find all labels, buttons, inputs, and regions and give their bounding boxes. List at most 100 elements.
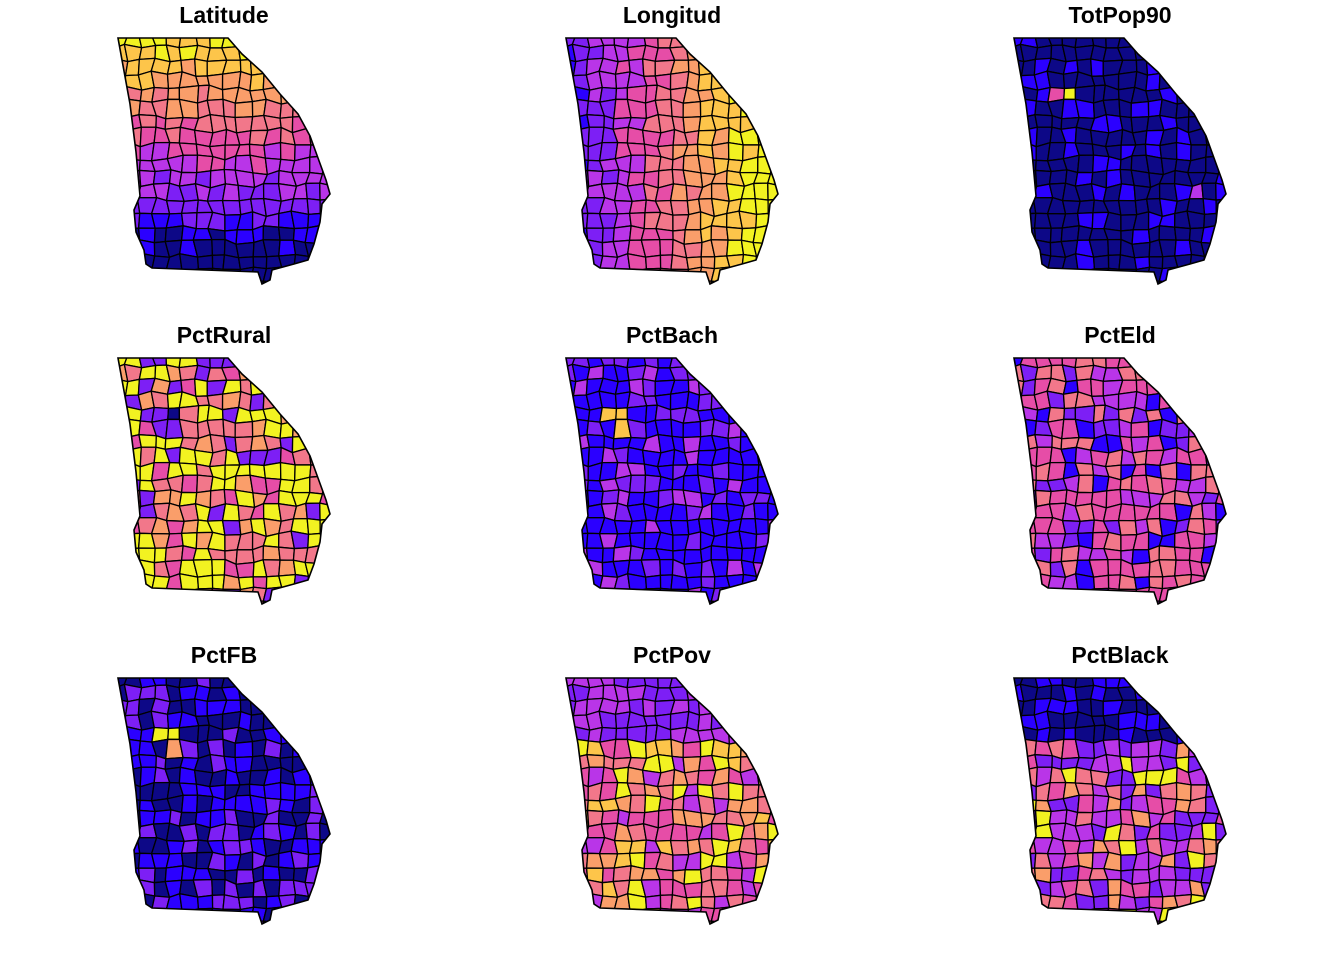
county — [1216, 393, 1226, 411]
county — [323, 563, 330, 575]
county — [262, 280, 282, 284]
county — [1034, 44, 1053, 61]
county — [1021, 252, 1037, 271]
county — [769, 544, 778, 566]
county — [641, 698, 656, 717]
county — [566, 435, 577, 451]
county — [122, 196, 141, 215]
county — [307, 697, 324, 716]
county — [1217, 475, 1226, 495]
county — [1202, 678, 1221, 690]
county — [740, 910, 760, 924]
county — [118, 390, 127, 408]
county — [1203, 688, 1217, 701]
county — [318, 752, 330, 774]
county — [641, 58, 656, 77]
county — [1076, 519, 1095, 535]
county — [1074, 142, 1095, 156]
county — [305, 909, 325, 924]
county — [615, 925, 632, 938]
county — [710, 38, 729, 47]
county — [118, 492, 129, 509]
county — [1201, 822, 1217, 841]
county — [670, 418, 684, 439]
county — [118, 405, 129, 423]
county — [753, 589, 773, 604]
county — [572, 266, 591, 283]
county — [305, 182, 321, 201]
county — [1047, 268, 1067, 284]
county — [1076, 199, 1095, 215]
county — [727, 586, 745, 604]
county — [319, 182, 330, 201]
county — [238, 906, 255, 924]
county — [323, 923, 330, 924]
county — [600, 169, 620, 185]
county — [566, 390, 575, 408]
county — [1014, 435, 1025, 451]
county — [572, 281, 591, 284]
county — [683, 449, 700, 466]
county — [1046, 710, 1066, 730]
county — [118, 435, 129, 451]
county — [627, 267, 648, 284]
county — [711, 696, 727, 718]
county — [318, 269, 330, 284]
county — [1148, 678, 1165, 689]
county — [1060, 865, 1080, 883]
state-outline — [1013, 677, 1227, 926]
georgia-choropleth-map — [117, 357, 331, 606]
county — [768, 393, 778, 411]
county — [122, 852, 141, 870]
county — [291, 100, 310, 118]
county — [566, 725, 577, 743]
county — [277, 573, 297, 593]
county — [206, 98, 225, 118]
county — [1014, 390, 1023, 408]
county — [767, 404, 778, 423]
county — [566, 822, 575, 841]
county — [726, 239, 745, 257]
county — [290, 283, 312, 284]
county — [601, 547, 615, 564]
county — [122, 516, 141, 535]
county — [305, 822, 321, 841]
county — [1148, 38, 1165, 49]
county — [1034, 908, 1051, 924]
county — [1215, 724, 1226, 743]
county — [138, 753, 157, 768]
county — [118, 376, 129, 397]
county — [305, 404, 323, 424]
county — [249, 683, 268, 702]
county — [741, 38, 758, 50]
county — [1131, 881, 1151, 899]
county — [1186, 603, 1208, 604]
county — [1074, 98, 1096, 120]
county — [724, 390, 743, 411]
county — [1074, 126, 1094, 145]
county — [138, 239, 156, 257]
county — [1202, 38, 1221, 50]
county — [766, 252, 778, 273]
county — [118, 418, 129, 439]
county — [1188, 405, 1205, 424]
county — [1186, 923, 1208, 924]
county — [279, 586, 297, 604]
county — [1217, 795, 1226, 815]
county — [685, 281, 703, 284]
county — [1175, 420, 1191, 439]
county — [319, 98, 330, 119]
county — [754, 837, 769, 856]
county — [1118, 921, 1137, 924]
county — [1132, 38, 1151, 49]
county — [249, 58, 268, 76]
county — [1036, 281, 1051, 284]
county — [683, 869, 703, 885]
county — [755, 73, 772, 87]
county — [1060, 545, 1080, 563]
county — [221, 199, 242, 216]
county — [627, 587, 648, 604]
county — [1173, 573, 1193, 593]
county — [319, 502, 330, 521]
county — [755, 432, 769, 453]
